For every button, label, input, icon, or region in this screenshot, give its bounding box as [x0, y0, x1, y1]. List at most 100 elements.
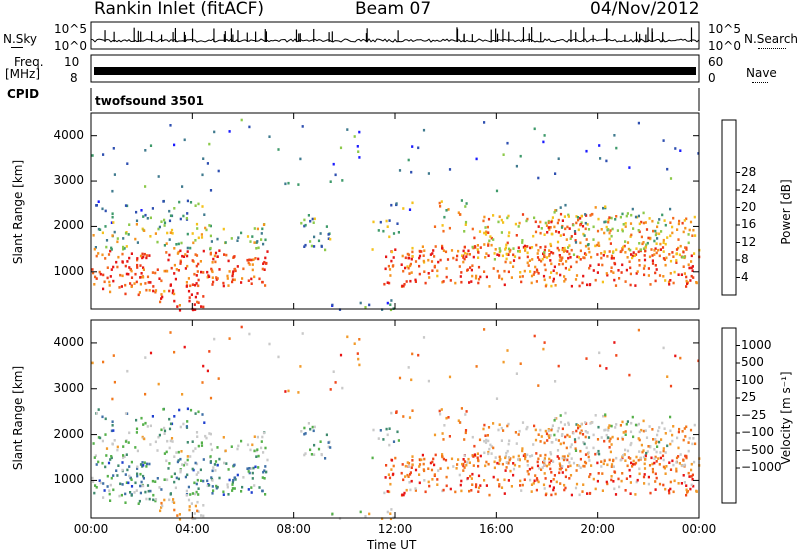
velocity-cell — [189, 455, 192, 458]
velocity-cell — [120, 493, 123, 497]
power-cell — [236, 265, 239, 268]
power-cell — [175, 268, 178, 271]
power-cell — [651, 219, 654, 223]
velocity-cell — [575, 429, 578, 433]
velocity-cell — [195, 431, 199, 434]
velocity-cell — [519, 362, 522, 365]
power-cell — [628, 260, 631, 263]
velocity-cell — [498, 484, 501, 488]
velocity-cell — [538, 467, 541, 470]
velocity-cell — [588, 475, 591, 479]
power-cell — [173, 292, 176, 296]
velocity-cell — [639, 456, 642, 460]
power-cell — [116, 237, 119, 240]
power-cell — [582, 274, 585, 278]
velocity-cell — [626, 464, 629, 468]
power-cell — [602, 254, 605, 257]
velocity-cell — [163, 452, 166, 455]
power-cell — [634, 284, 637, 287]
power-cell — [591, 212, 594, 216]
power-cell — [389, 303, 392, 306]
velocity-cell — [210, 476, 213, 479]
power-cell — [439, 205, 442, 208]
power-cell — [256, 227, 259, 231]
velocity-cell — [505, 461, 508, 464]
power-cell — [226, 277, 229, 280]
power-cell — [566, 225, 569, 229]
power-cell — [206, 275, 209, 279]
velocity-cell — [277, 355, 280, 359]
velocity-cell — [662, 447, 665, 450]
velocity-cell — [448, 435, 451, 438]
velocity-cell — [691, 442, 694, 446]
power-cell — [596, 253, 599, 256]
velocity-cell — [600, 465, 603, 468]
velocity-cell — [568, 477, 571, 480]
power-cell — [124, 264, 127, 268]
power-cell — [615, 248, 618, 252]
power-cell — [407, 158, 410, 162]
power-cell — [418, 256, 421, 260]
power-cell — [624, 240, 627, 243]
power-cell — [325, 225, 328, 228]
velocity-cell — [628, 373, 631, 377]
velocity-cell — [477, 464, 480, 468]
velocity-cell — [154, 498, 158, 501]
power-cell — [176, 305, 179, 308]
velocity-cell — [368, 512, 371, 516]
velocity-cell — [539, 454, 542, 457]
power-cell — [209, 234, 212, 238]
velocity-cell — [658, 482, 662, 486]
power-cell — [569, 256, 572, 259]
velocity-cell — [408, 416, 412, 419]
velocity-cell — [637, 422, 640, 426]
velocity-cell — [332, 370, 335, 373]
velocity-cell — [681, 430, 684, 433]
power-cell — [181, 254, 184, 258]
velocity-cell — [674, 354, 677, 358]
power-cell — [572, 223, 575, 227]
velocity-cell — [211, 492, 214, 495]
power-cell — [496, 269, 499, 273]
power-cell — [110, 221, 113, 224]
power-cell — [585, 149, 588, 153]
velocity-cell — [654, 488, 657, 491]
power-cell — [548, 253, 551, 256]
power-cell — [552, 277, 555, 281]
velocity-cell — [99, 436, 102, 440]
power-cell — [622, 245, 625, 249]
colorbar-tick-label: −1000 — [741, 460, 782, 474]
velocity-cell — [210, 448, 213, 452]
power-cell — [540, 259, 543, 263]
power-cell — [414, 280, 417, 283]
power-cell — [568, 268, 571, 271]
velocity-cell — [601, 472, 604, 475]
power-cell — [445, 275, 448, 279]
power-cell — [634, 253, 638, 256]
power-cell — [172, 289, 175, 292]
velocity-cell — [313, 453, 316, 456]
cpid-value: twofsound 3501 — [95, 94, 204, 108]
velocity-cell — [104, 433, 107, 436]
power-cell — [196, 227, 199, 230]
power-cell — [668, 283, 671, 286]
power-cell — [649, 236, 652, 240]
velocity-cell — [463, 460, 467, 463]
power-cell — [142, 266, 145, 269]
velocity-cell — [191, 467, 194, 471]
power-cell — [500, 231, 503, 234]
velocity-cell — [163, 426, 166, 430]
power-cell — [110, 248, 113, 251]
power-cell — [552, 280, 555, 283]
power-cell — [299, 157, 302, 161]
power-ylabel: Slant Range [km] — [11, 159, 25, 265]
velocity-cell — [111, 424, 114, 427]
velocity-cell — [655, 450, 658, 454]
power-cell — [414, 278, 417, 282]
velocity-cell — [652, 438, 655, 441]
power-cell — [517, 225, 520, 228]
velocity-cell — [127, 481, 130, 485]
power-cell — [603, 231, 606, 235]
velocity-cell — [264, 465, 267, 468]
velocity-cell — [656, 445, 659, 448]
